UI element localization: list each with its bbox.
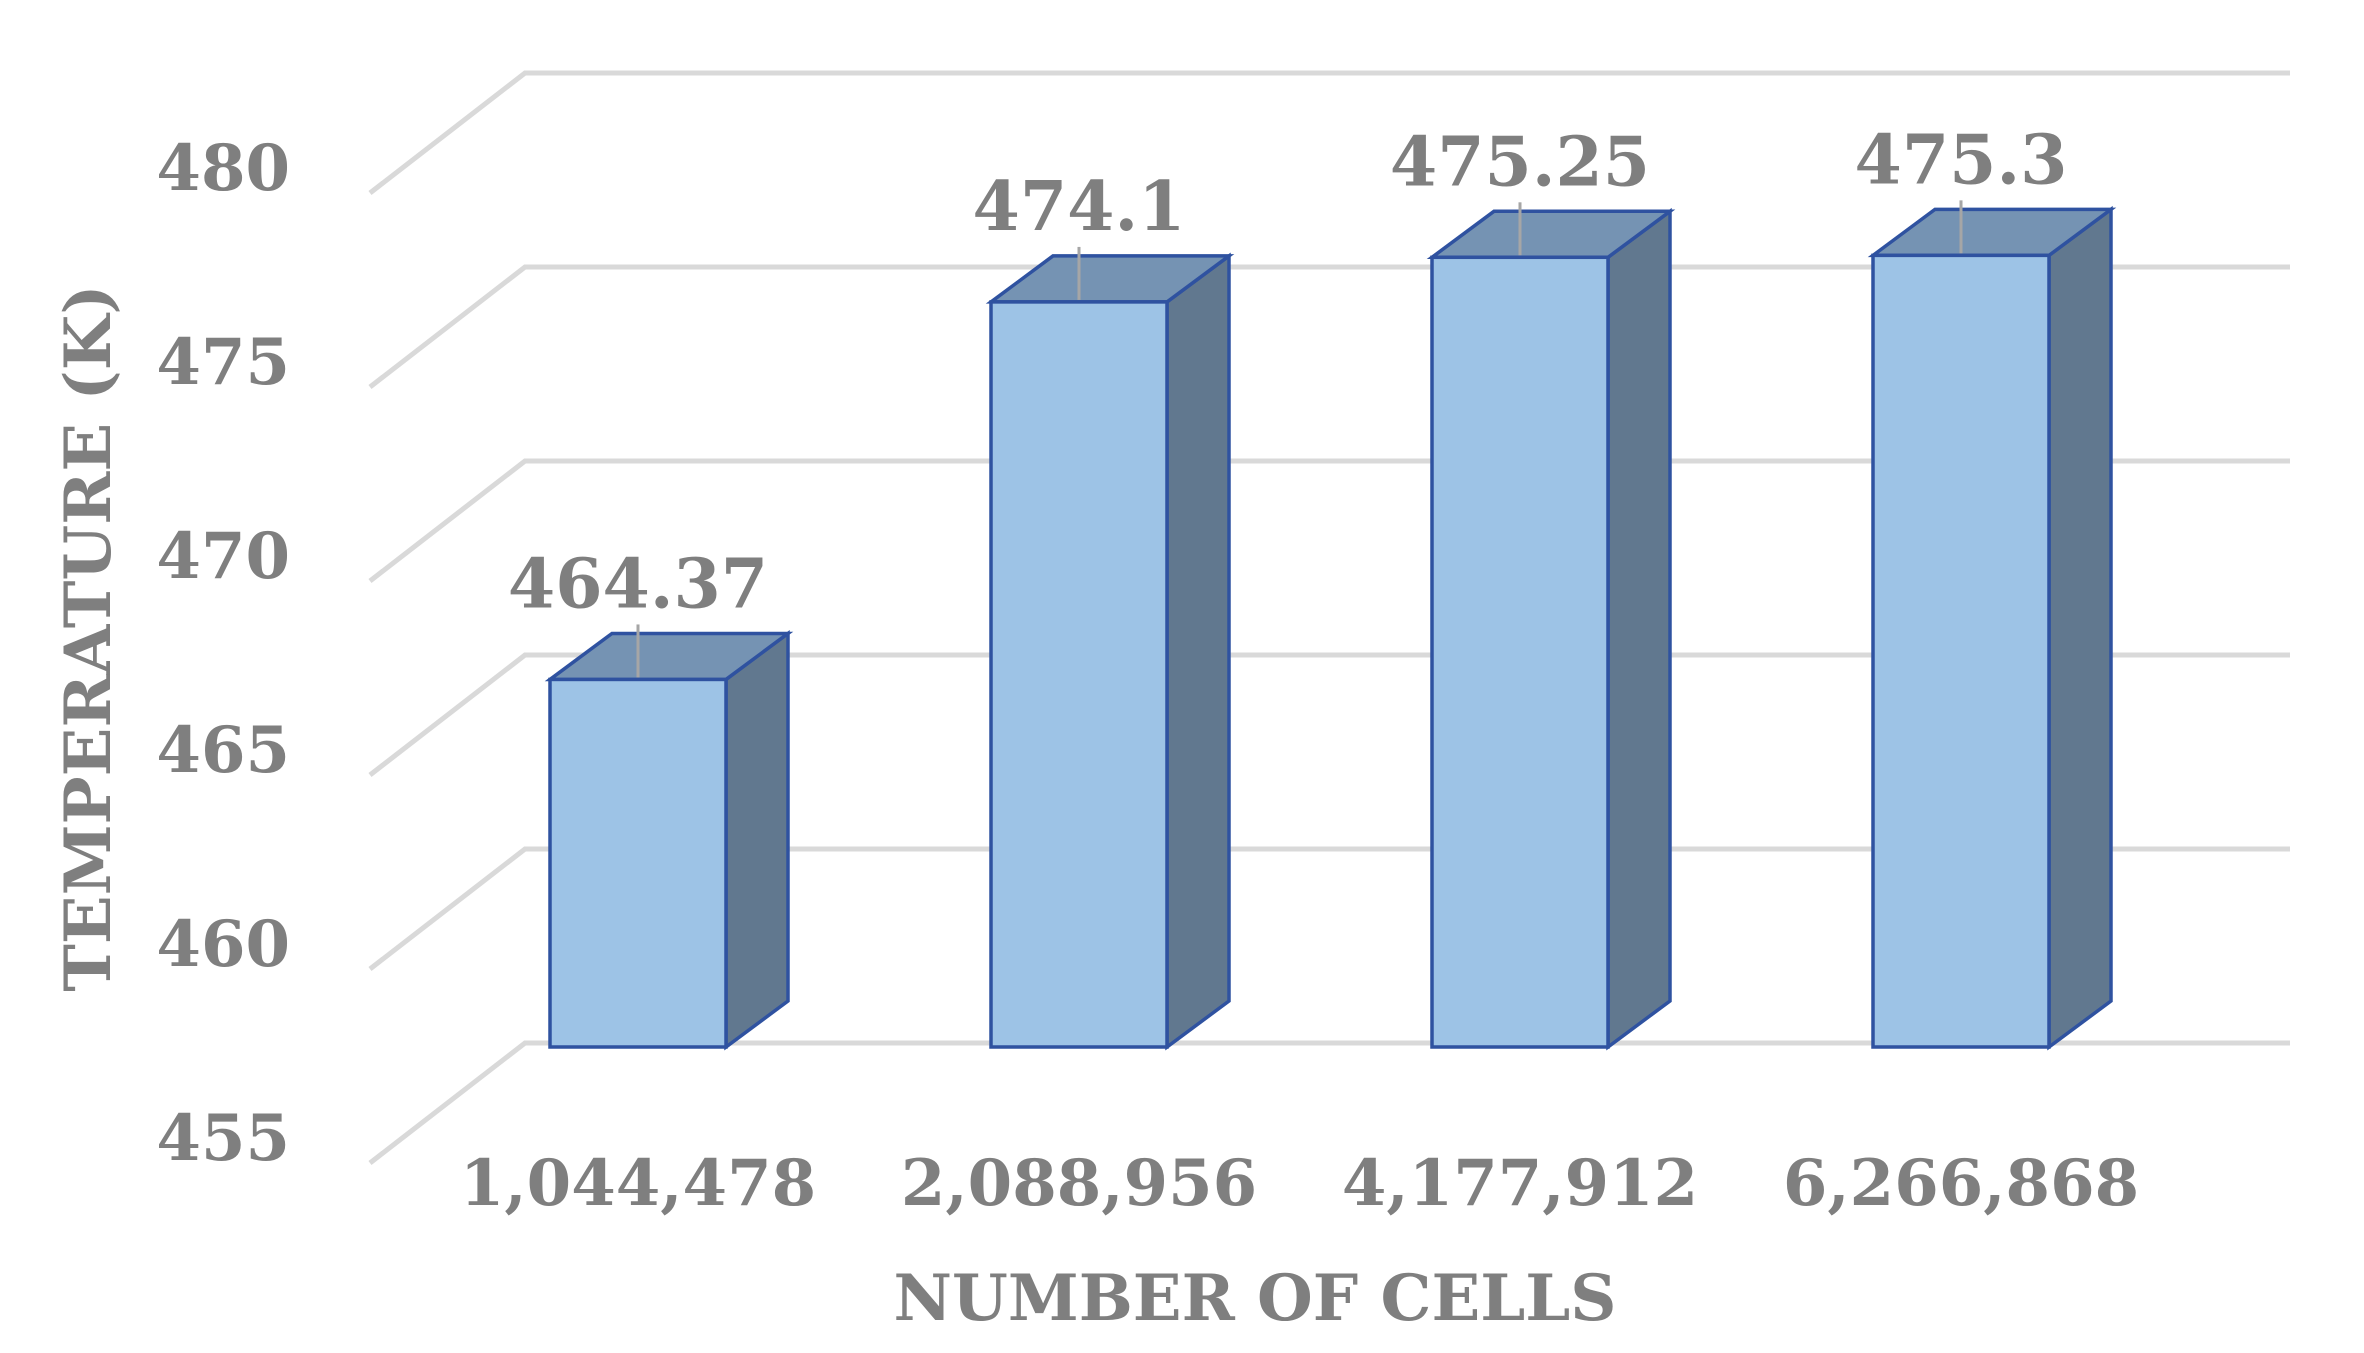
y-axis-title: TEMPERATURE (K) [51,284,126,991]
y-tick-label: 480 [156,131,290,206]
y-tick-label: 470 [156,519,290,594]
y-tick-label: 455 [156,1101,290,1176]
x-axis-ticks: 1,044,478 2,088,956 4,177,912 6,266,868 [460,1146,2139,1221]
x-tick-label: 1,044,478 [460,1146,816,1221]
bar [985,252,1235,1051]
bar-front [989,300,1169,1049]
bar-side [2047,205,2113,1051]
gridline [368,458,2290,583]
x-tick-label: 4,177,912 [1342,1146,1698,1221]
y-tick-label: 475 [156,325,290,400]
gridline [368,70,2290,195]
y-tick-label: 460 [156,907,290,982]
data-label: 475.3 [1855,120,2068,200]
bar [1867,205,2117,1051]
bar-side [724,629,790,1051]
bars [544,205,2117,1051]
bar-front [548,677,728,1049]
gridlines [368,70,2290,1165]
bar [544,629,794,1051]
gridline [368,652,2290,777]
bar-front [1871,253,2051,1049]
data-label: 464.37 [508,544,768,624]
gridline [368,846,2290,971]
x-tick-label: 2,088,956 [901,1146,1257,1221]
data-label: 475.25 [1390,122,1650,202]
bar-front [1430,255,1610,1049]
x-tick-label: 6,266,868 [1783,1146,2139,1221]
y-tick-label: 465 [156,713,290,788]
x-axis-title: NUMBER OF CELLS [894,1261,1617,1336]
bar-side [1165,252,1231,1051]
bar [1426,207,1676,1051]
data-label: 474.1 [973,167,1186,247]
gridline [368,1040,2290,1165]
y-axis-ticks: 455 460 465 470 475 480 [156,131,290,1176]
data-labels: 464.37 474.1 475.25 475.3 [508,120,2068,678]
bar-side [1606,207,1672,1051]
gridline [368,264,2290,389]
